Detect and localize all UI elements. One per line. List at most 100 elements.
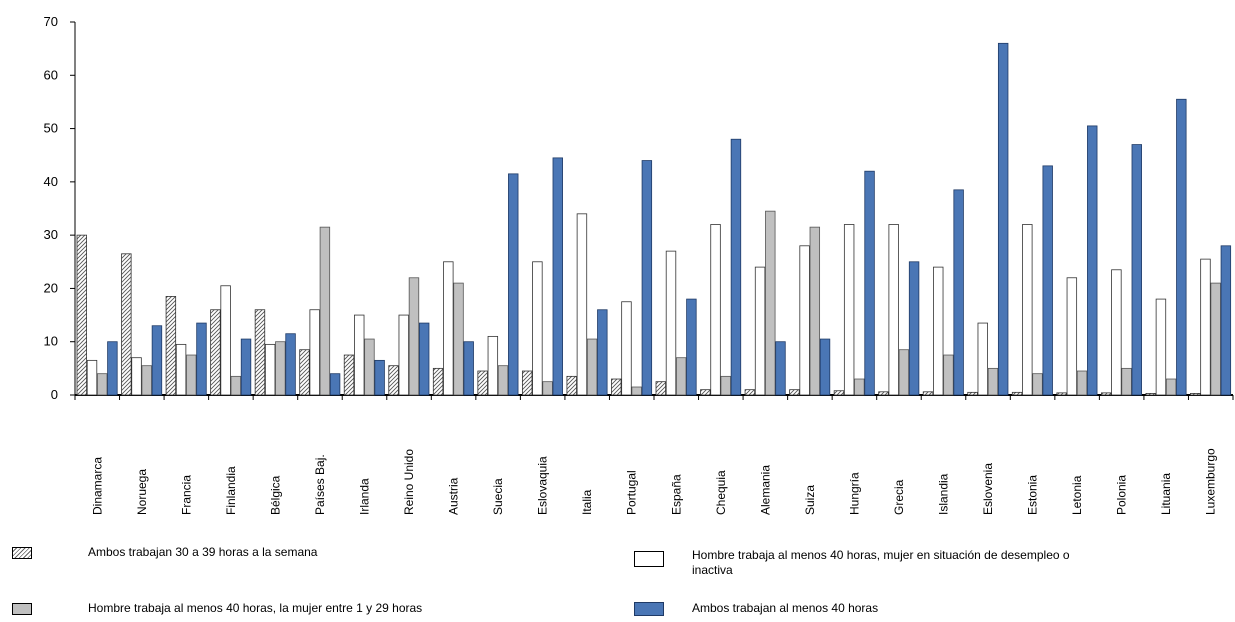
bar-gray-8 xyxy=(453,282,464,396)
bar-hatched-1 xyxy=(121,253,132,396)
bar-hatched-21 xyxy=(1011,391,1023,396)
bar-white-0 xyxy=(86,359,98,396)
bar-blue-19 xyxy=(953,189,964,396)
bar-white-20 xyxy=(977,322,988,396)
bar-gray-3 xyxy=(230,375,242,396)
bar-blue-22 xyxy=(1087,125,1098,396)
bar-white-2 xyxy=(175,343,187,396)
bar-white-25 xyxy=(1200,258,1211,396)
bar-hatched-18 xyxy=(878,391,889,396)
bar-blue-24 xyxy=(1176,98,1187,396)
bar-hatched-5 xyxy=(299,349,310,396)
bar-blue-18 xyxy=(908,261,920,396)
bar-blue-1 xyxy=(151,325,163,396)
bar-gray-11 xyxy=(586,338,598,396)
bar-blue-14 xyxy=(730,138,742,396)
x-category-label-9: Suecia xyxy=(491,478,505,515)
bar-gray-16 xyxy=(809,226,821,396)
bar-gray-22 xyxy=(1076,370,1088,396)
chart-labels: Dinamarca Noruega Francia Finlandia Bélgica P… xyxy=(90,448,1217,515)
bar-hatched-20 xyxy=(967,391,978,396)
bar-gray-6 xyxy=(364,338,375,396)
x-category-label-14: Chequia xyxy=(714,470,728,515)
x-category-label-17: Hungría xyxy=(847,472,861,515)
x-category-label-11: Italia xyxy=(580,489,594,515)
bar-gray-19 xyxy=(943,354,954,396)
x-category-label-8: Austria xyxy=(447,477,461,515)
y-tick-label-30: 30 xyxy=(44,227,58,242)
x-category-label-19: Islandia xyxy=(937,473,951,515)
bar-white-9 xyxy=(487,335,499,396)
bar-white-5 xyxy=(309,309,320,396)
bar-white-3 xyxy=(220,285,231,396)
bar-hatched-4 xyxy=(254,309,266,396)
bar-white-8 xyxy=(443,261,454,396)
bar-hatched-2 xyxy=(165,296,177,396)
y-tick-label-20: 20 xyxy=(44,280,58,295)
y-tick-label-0: 0 xyxy=(51,387,58,402)
legend-label-white: Hombre trabaja al menos 40 horas, mujer … xyxy=(692,548,1070,577)
bar-white-23 xyxy=(1111,269,1122,396)
bar-hatched-0 xyxy=(76,234,88,396)
y-tick-label-70: 70 xyxy=(44,14,58,29)
bar-white-13 xyxy=(665,250,677,396)
bar-gray-17 xyxy=(854,378,865,396)
bar-gray-18 xyxy=(898,349,910,396)
x-category-label-10: Eslovaquia xyxy=(536,456,550,515)
bar-white-24 xyxy=(1155,298,1167,396)
bar-hatched-23 xyxy=(1100,392,1112,396)
bar-white-22 xyxy=(1066,277,1078,396)
bar-white-18 xyxy=(888,224,899,396)
bar-blue-0 xyxy=(107,341,118,396)
x-category-label-20: Eslovenia xyxy=(981,463,995,515)
bar-white-4 xyxy=(264,343,276,396)
bar-blue-21 xyxy=(1042,165,1053,396)
bar-blue-10 xyxy=(552,157,563,396)
bar-blue-6 xyxy=(374,359,385,396)
bar-gray-10 xyxy=(542,381,553,396)
y-tick-label-40: 40 xyxy=(44,174,58,189)
bar-gray-15 xyxy=(765,210,776,396)
bar-gray-21 xyxy=(1032,373,1043,396)
x-category-label-3: Finlandia xyxy=(224,466,238,515)
bar-blue-20 xyxy=(997,42,1009,396)
bar-blue-7 xyxy=(418,322,430,396)
x-category-label-2: Francia xyxy=(179,475,193,515)
y-tick-label-10: 10 xyxy=(44,334,58,349)
bar-gray-23 xyxy=(1121,367,1132,396)
bar-white-15 xyxy=(754,266,766,396)
x-category-label-7: Reino Unido xyxy=(402,449,416,515)
bar-blue-9 xyxy=(508,173,519,396)
bar-white-6 xyxy=(354,314,365,396)
bar-gray-13 xyxy=(676,357,687,396)
bar-white-17 xyxy=(843,224,855,396)
bar-gray-12 xyxy=(631,386,642,396)
bar-hatched-24 xyxy=(1145,393,1156,396)
bar-hatched-8 xyxy=(432,367,444,396)
bar-blue-11 xyxy=(597,309,608,396)
bar-hatched-10 xyxy=(521,370,533,396)
bar-hatched-11 xyxy=(566,375,577,396)
bar-gray-5 xyxy=(319,226,331,396)
bar-gray-0 xyxy=(97,373,108,396)
legend-label-blue: Ambos trabajan al menos 40 horas xyxy=(692,601,879,615)
legend-label-hatched: Ambos trabajan 30 a 39 horas a la semana xyxy=(88,545,318,559)
bar-blue-3 xyxy=(240,338,252,396)
bar-hatched-17 xyxy=(833,390,845,396)
bar-gray-4 xyxy=(275,341,286,396)
bar-gray-9 xyxy=(497,365,509,396)
bar-hatched-3 xyxy=(210,309,221,396)
bar-gray-24 xyxy=(1165,378,1177,396)
x-category-label-22: Letonia xyxy=(1070,475,1084,515)
bar-white-21 xyxy=(1022,224,1033,396)
x-category-label-0: Dinamarca xyxy=(90,457,104,515)
bar-hatched-7 xyxy=(388,365,399,396)
legend-swatch-blue xyxy=(634,602,664,616)
bar-white-11 xyxy=(576,213,588,396)
bar-blue-17 xyxy=(864,170,875,396)
x-category-label-6: Irlanda xyxy=(358,478,372,515)
legend-swatch-gray xyxy=(12,603,32,615)
bar-blue-23 xyxy=(1131,144,1142,396)
legend-swatch-hatched xyxy=(12,547,32,559)
x-category-label-18: Grecia xyxy=(892,479,906,515)
